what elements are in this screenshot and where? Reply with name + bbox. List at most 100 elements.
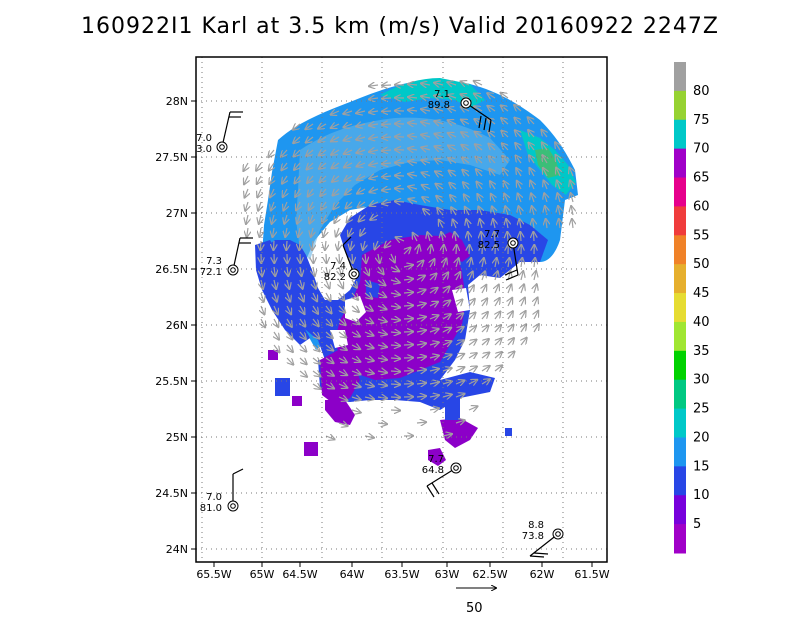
wind-vector [570, 168, 574, 177]
field-blue-bits1 [275, 378, 290, 396]
wind-vector [429, 302, 438, 306]
wind-vector [515, 143, 521, 151]
y-tick-label: 26.5N [155, 263, 188, 276]
wind-vector [437, 208, 443, 216]
wind-vector [456, 258, 459, 268]
station-dot [230, 503, 236, 509]
colorbar-label: 35 [693, 344, 710, 359]
field-purple-w [304, 442, 318, 456]
colorbar-label: 15 [693, 459, 710, 474]
wind-vector [313, 331, 319, 339]
wind-vector [351, 410, 361, 413]
wind-vector [417, 245, 419, 255]
wind-vector [385, 240, 392, 247]
wind-vector [442, 355, 451, 358]
wind-vector [416, 370, 426, 371]
wind-vector [416, 303, 426, 306]
wind-vector [514, 105, 522, 111]
wind-barb-flag [426, 485, 435, 498]
wind-vector [287, 318, 292, 327]
wind-vector [287, 279, 289, 289]
wind-vector [274, 344, 279, 352]
wind-vector [416, 396, 426, 397]
wind-vector [245, 188, 248, 197]
wind-vector [318, 124, 327, 129]
wind-vector [313, 266, 315, 276]
wind-vector [508, 258, 509, 268]
colorbar-segment [674, 90, 686, 121]
wind-vector [468, 313, 475, 320]
station-dot [453, 465, 459, 471]
wind-vector [555, 142, 560, 151]
wind-vector [365, 279, 371, 287]
wind-vector [408, 161, 418, 163]
wind-vector [312, 345, 320, 351]
wind-vector [300, 305, 304, 314]
wind-vector [403, 248, 410, 255]
wind-vector [344, 124, 353, 127]
wind-vector [377, 345, 387, 347]
wind-vector [338, 397, 347, 400]
wind-vector [435, 121, 444, 124]
wind-vector [416, 317, 426, 319]
wind-vector [364, 306, 373, 311]
wind-vector [260, 240, 261, 250]
wind-vector [507, 232, 508, 242]
wind-vector [357, 176, 366, 180]
wind-vector [494, 352, 502, 358]
wind-vector [274, 305, 278, 314]
wind-speed-field [244, 78, 578, 466]
wind-vector [492, 207, 495, 216]
wind-barb-flag [483, 117, 487, 131]
station-bottom-value: 81.0 [200, 503, 222, 514]
wind-vector [442, 301, 450, 307]
wind-vector [369, 176, 379, 179]
wind-vector [408, 123, 418, 124]
wind-vector [570, 181, 573, 190]
wind-vector [356, 111, 366, 113]
wind-vector [505, 206, 508, 216]
wind-vector [489, 144, 496, 150]
wind-barb-flag [488, 119, 492, 133]
station-s2: 7.372.1 [200, 237, 253, 278]
wind-vector [508, 311, 513, 320]
wind-vector [326, 253, 327, 263]
wind-vector [465, 207, 469, 216]
wind-vector [297, 214, 300, 224]
wind-vector [434, 96, 444, 98]
wind-vector [351, 332, 360, 337]
wind-vector [338, 240, 339, 250]
wind-vector [273, 240, 274, 250]
wind-vector [434, 83, 444, 85]
wind-vector [442, 328, 451, 332]
x-axis: 65.5W 65W 64.5W 64W 63.5W 63W 62.5W 62W 61.5W [196, 562, 610, 581]
wind-vector [442, 368, 452, 371]
colorbar: 80 75 70 65 60 55 50 45 40 35 30 25 20 15 10 5 [674, 62, 710, 554]
wind-vector [390, 332, 400, 333]
wind-vector [344, 163, 353, 167]
wind-vector [530, 168, 534, 177]
wind-vector [529, 143, 534, 151]
wind-vector [422, 173, 431, 176]
wind-vector [356, 137, 366, 140]
wind-vector [545, 206, 547, 216]
station-bottom-value: 64.8 [422, 465, 444, 476]
wind-vector [326, 305, 331, 313]
station-top-value: 7.0 [206, 492, 222, 503]
wind-vector [357, 189, 366, 194]
x-tick-label: 63.5W [384, 568, 419, 581]
wind-vector [390, 384, 400, 385]
wind-vector [382, 137, 392, 138]
wind-vector [531, 194, 534, 203]
wind-vector [391, 253, 395, 262]
wind-vector [313, 279, 316, 289]
wind-vector [495, 298, 500, 307]
station-top-value: 7.4 [330, 261, 346, 272]
wind-vector [370, 189, 379, 192]
wind-vector [482, 272, 485, 281]
wind-vector [299, 240, 300, 250]
station-s8: 8.873.8 [522, 520, 564, 558]
wind-vector [351, 306, 359, 312]
wind-vector [515, 118, 522, 124]
